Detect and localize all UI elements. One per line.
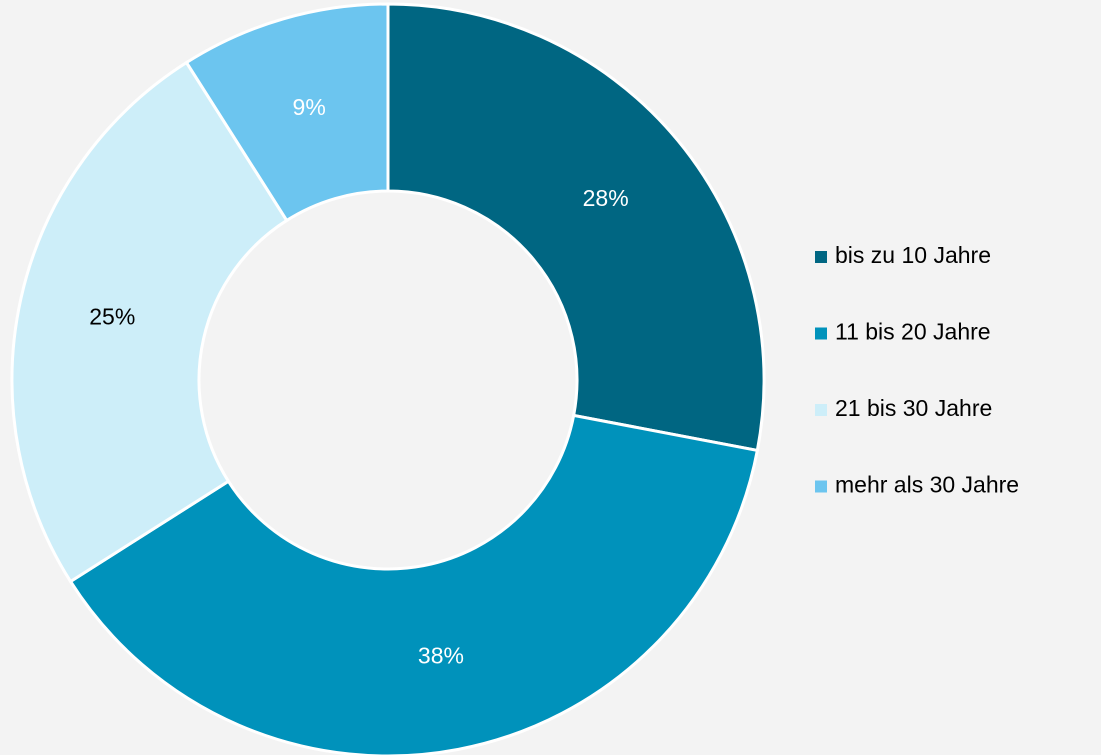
legend-swatch <box>815 404 827 416</box>
legend-label: 11 bis 20 Jahre <box>835 319 991 345</box>
legend-label: 21 bis 30 Jahre <box>835 395 992 421</box>
donut-slice <box>184 2 390 223</box>
donut-slice <box>386 2 766 453</box>
data-label: 9% <box>293 94 326 120</box>
legend-label: bis zu 10 Jahre <box>835 242 991 268</box>
data-label: 38% <box>418 643 464 669</box>
donut-slice <box>68 413 760 755</box>
legend-label: mehr als 30 Jahre <box>835 472 1019 498</box>
legend-swatch <box>815 251 827 263</box>
donut-slice <box>10 60 289 584</box>
data-label: 25% <box>89 303 135 329</box>
legend-swatch <box>815 327 827 340</box>
legend-swatch <box>815 480 827 493</box>
data-label: 28% <box>583 185 629 211</box>
